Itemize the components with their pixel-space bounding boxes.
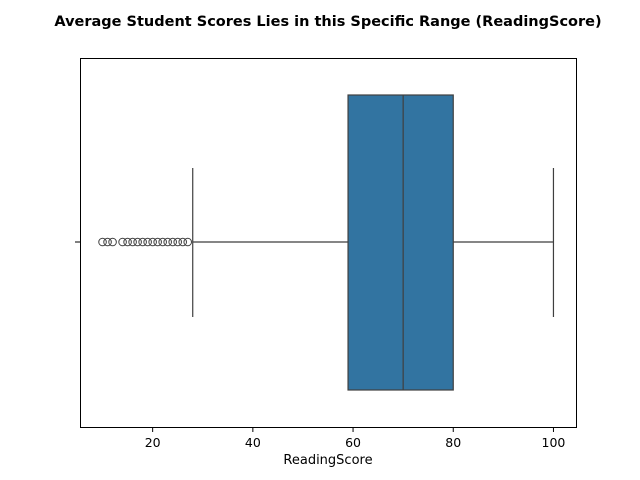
x-tick-label: 20 [145,435,161,450]
x-axis-ticks: 20 40 60 80 100 [145,427,566,450]
x-tick-label: 100 [542,435,566,450]
outlier-point [168,237,177,247]
x-tick-label: 40 [245,435,261,450]
x-axis-label: ReadingScore [283,453,373,468]
outlier-point [98,237,107,247]
x-tick-label: 80 [445,435,461,450]
plot-marks [98,94,555,391]
outlier-point [148,237,157,247]
outlier-point [158,237,167,247]
outlier-point [138,237,147,247]
outlier-point [118,237,127,247]
outlier-point [183,237,193,247]
axes-frame [80,58,577,428]
outlier-point [163,237,172,247]
outlier-point [123,237,132,247]
chart-title: Average Student Scores Lies in this Spec… [54,14,602,30]
outlier-point [108,237,117,247]
outlier-point [143,237,152,247]
iqr-box [347,94,454,391]
outlier-point [133,237,142,247]
outlier-point [153,237,162,247]
outlier-point [128,237,137,247]
outlier-point [173,237,182,247]
outlier-point [103,237,112,247]
x-tick-label: 60 [345,435,361,450]
outlier-point [178,237,188,247]
